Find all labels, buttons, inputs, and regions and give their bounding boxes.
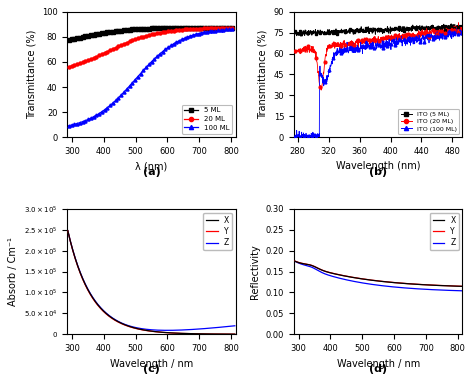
X [321,269,327,273]
Z [94,301,100,306]
Text: (a): (a) [143,167,160,177]
Z [390,285,396,289]
Y [403,281,409,286]
Y [191,331,196,336]
X [65,228,71,233]
Y [418,282,423,287]
Y [65,228,71,233]
X [335,272,340,277]
Text: (c): (c) [143,364,160,374]
X [191,331,196,336]
Text: (d): (d) [369,364,387,374]
Y [390,280,396,285]
Legend: X, Y, Z: X, Y, Z [203,213,232,251]
Z [191,327,197,331]
Line: Z: Z [294,261,462,291]
Y [176,331,182,336]
X [459,284,465,289]
Y [321,268,327,273]
X-axis label: Wavelength / nm: Wavelength / nm [110,358,193,368]
Y [164,330,169,335]
Z [65,228,71,233]
X [403,281,409,286]
Y [367,278,373,282]
Z [164,328,170,333]
Y-axis label: Transmittance (%): Transmittance (%) [258,30,268,119]
Text: (b): (b) [369,167,387,177]
Z [140,326,146,331]
Line: Z: Z [68,231,235,330]
Y [108,315,114,320]
X-axis label: Wavelength (nm): Wavelength (nm) [336,161,420,171]
X [94,302,100,306]
Z [292,259,297,263]
Line: Y: Y [294,261,462,286]
X [176,331,182,336]
X [232,332,237,336]
Z [164,328,169,333]
Z [418,287,423,291]
Y [459,284,465,288]
X [108,315,114,320]
X [292,259,297,263]
Z [108,315,114,319]
Z [177,328,182,332]
Legend: 5 ML, 20 ML, 100 ML: 5 ML, 20 ML, 100 ML [182,105,232,134]
Z [232,323,237,328]
Line: X: X [294,261,462,286]
Y-axis label: Transmittance (%): Transmittance (%) [26,30,36,119]
Y [140,328,146,332]
Z [321,271,327,276]
Legend: ITO (5 ML), ITO (20 ML), ITO (100 ML): ITO (5 ML), ITO (20 ML), ITO (100 ML) [398,109,459,134]
X [164,330,169,335]
Legend: X, Y, Z: X, Y, Z [430,213,459,251]
Z [403,286,409,290]
X [418,282,423,287]
X-axis label: Wavelength / nm: Wavelength / nm [337,358,420,368]
Line: X: X [68,231,235,334]
Y-axis label: Absorb / Cm⁻¹: Absorb / Cm⁻¹ [9,237,18,306]
X [367,278,373,282]
Z [367,282,373,286]
Y [292,259,297,263]
Line: Y: Y [68,231,235,334]
Y [94,303,100,307]
Z [335,275,340,280]
X [140,328,146,332]
X [390,280,396,285]
Y-axis label: Reflectivity: Reflectivity [250,244,260,299]
X-axis label: λ (nm): λ (nm) [136,161,168,171]
Y [232,332,237,336]
Y [335,272,340,277]
Z [459,288,465,293]
